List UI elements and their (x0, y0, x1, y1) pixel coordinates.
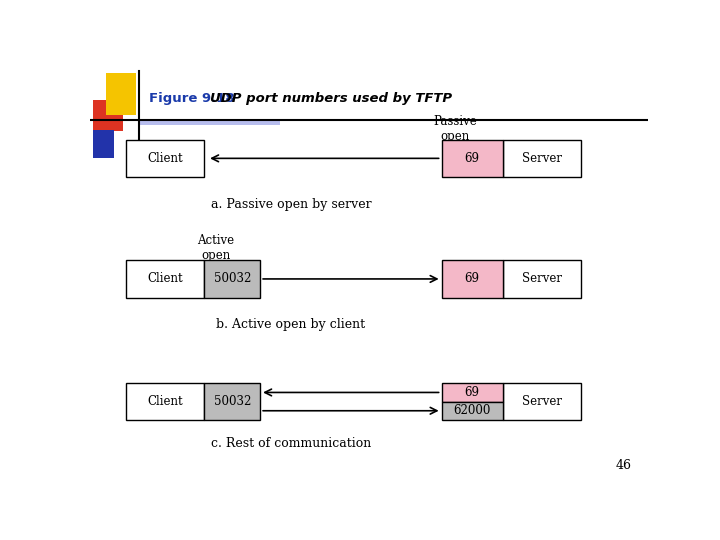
Bar (126, 140, 204, 177)
Bar (126, 260, 204, 298)
Bar (93, 100, 124, 131)
Text: b. Active open by client: b. Active open by client (216, 318, 366, 331)
Bar (503, 383, 581, 420)
Text: Figure 9.18: Figure 9.18 (148, 92, 234, 105)
Text: c. Rest of communication: c. Rest of communication (211, 437, 371, 450)
Bar (93, 130, 114, 158)
Text: 50032: 50032 (214, 395, 251, 408)
Text: Client: Client (148, 273, 183, 286)
Text: Passive
open: Passive open (433, 115, 477, 143)
Text: 62000: 62000 (454, 404, 491, 417)
Text: 69: 69 (464, 152, 480, 165)
Bar (441, 260, 503, 298)
Bar (106, 73, 136, 114)
Bar (441, 140, 503, 177)
Text: 50032: 50032 (214, 273, 251, 286)
Text: Client: Client (148, 395, 183, 408)
Text: Client: Client (148, 152, 183, 165)
Text: a. Passive open by server: a. Passive open by server (210, 198, 372, 211)
Bar (204, 383, 260, 420)
Bar (441, 402, 503, 420)
Text: 69: 69 (464, 273, 480, 286)
Text: Server: Server (522, 152, 562, 165)
Bar (503, 140, 581, 177)
Bar (126, 383, 204, 420)
Bar (441, 383, 503, 402)
Bar (503, 260, 581, 298)
Bar (140, 120, 279, 125)
Text: UDP port numbers used by TFTP: UDP port numbers used by TFTP (210, 92, 452, 105)
Text: Active
open: Active open (197, 234, 234, 262)
Text: Server: Server (522, 395, 562, 408)
Text: 46: 46 (616, 460, 631, 472)
Text: 69: 69 (464, 386, 480, 399)
Bar (204, 260, 260, 298)
Text: Server: Server (522, 273, 562, 286)
